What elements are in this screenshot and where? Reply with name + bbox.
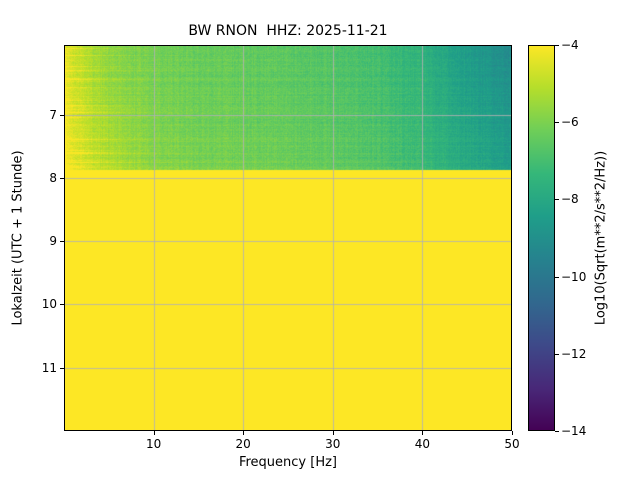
colorbar-tick-mark [555, 199, 559, 201]
colorbar-tick-label: −12 [561, 346, 587, 361]
y-tick-label: 11 [41, 360, 57, 375]
colorbar-tick-mark [555, 353, 559, 355]
x-tick-label: 10 [145, 437, 162, 451]
colorbar-tick-label: −14 [561, 424, 587, 438]
x-tick-label: 20 [235, 437, 251, 451]
x-tick-mark [512, 431, 513, 435]
colorbar-tick-label: −10 [561, 269, 587, 284]
y-axis-label: Lokalzeit (UTC + 1 Stunde) [10, 150, 26, 326]
x-tick-mark [332, 431, 334, 435]
x-tick-label: 40 [414, 437, 431, 451]
y-tick-label: 9 [49, 234, 57, 249]
plot-area [64, 45, 512, 431]
colorbar-tick-label: −8 [561, 192, 579, 207]
y-tick-label: 8 [49, 170, 57, 185]
chart-title: BW RNON HHZ: 2025-11-21 [188, 23, 388, 39]
x-tick-mark [243, 431, 245, 435]
colorbar-gradient [528, 45, 555, 431]
colorbar-tick-mark [555, 122, 559, 124]
y-tick-mark [60, 114, 64, 116]
colorbar [528, 45, 555, 431]
x-axis-label: Frequency [Hz] [238, 455, 338, 470]
x-tick-label: 30 [325, 437, 341, 451]
colorbar-label: Log10(Sqrt(m**2/s**2/Hz)) [593, 150, 609, 326]
colorbar-tick-mark [555, 45, 559, 46]
x-tick-mark [153, 431, 155, 435]
y-tick-mark [60, 304, 64, 306]
colorbar-tick-label: −6 [561, 115, 579, 130]
colorbar-tick-label: −4 [561, 38, 579, 52]
y-tick-label: 7 [49, 107, 57, 122]
x-tick-label: 50 [504, 437, 520, 451]
y-tick-label: 10 [41, 297, 57, 312]
y-tick-mark [60, 367, 64, 369]
y-tick-mark [60, 177, 64, 179]
y-tick-mark [60, 241, 64, 243]
colorbar-tick-mark [555, 276, 559, 278]
colorbar-tick-mark [555, 431, 559, 432]
x-tick-mark [422, 431, 424, 435]
spectrogram-canvas [64, 45, 512, 431]
